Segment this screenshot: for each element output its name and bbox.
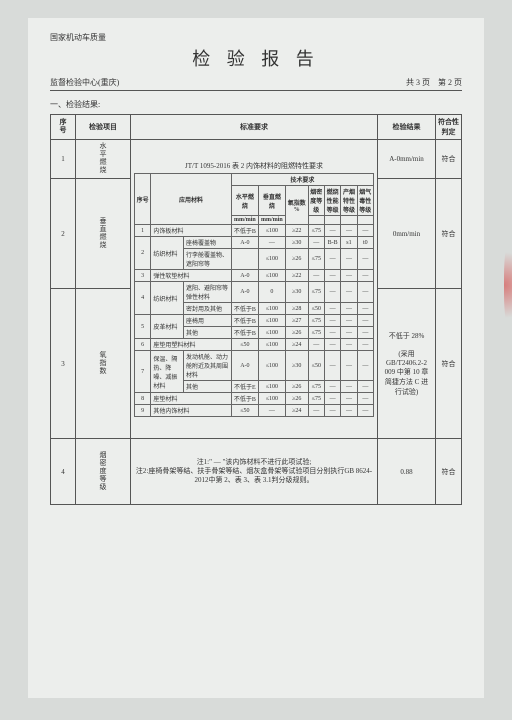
table-row: 4 烟密度等级 注1:" — "该内饰材料不进行此项试验; 注2:座椅骨架等结、… [51, 439, 462, 505]
outer-head-row: 序号 检验项目 标准要求 检验结果 符合性判定 [51, 115, 462, 140]
page-info: 共 3 页 第 2 页 [406, 77, 462, 88]
cell-result: A-0mm/min [378, 140, 436, 179]
col-req: 标准要求 [131, 115, 378, 140]
cell-item: 水平燃烧 [98, 142, 108, 174]
cell-verdict: 符合 [436, 439, 462, 505]
org-top: 国家机动车质量 [50, 32, 462, 43]
cell-item: 垂直燃烧 [98, 217, 108, 249]
col-result: 检验结果 [378, 115, 436, 140]
cell-verdict: 符合 [436, 179, 462, 289]
cell-result: 0mm/min [378, 179, 436, 289]
table-row: 1 水平燃烧 JT/T 1095-2016 表 2 内饰材料的阻燃特性要求 序号… [51, 140, 462, 179]
inner-caption: JT/T 1095-2016 表 2 内饰材料的阻燃特性要求 [134, 161, 374, 171]
cell-verdict: 符合 [436, 289, 462, 439]
inner-row: 4纺织材料遮阳、避阳帘等弹性材料A-00≥30≤75——— [135, 282, 374, 303]
inner-row: 7保温、隔热、降噪、减振材料发动机舱、动力舱附近及其周围材料A-0≤100≥30… [135, 351, 374, 381]
cell-result: 不低于 28% (采用 GB/T2406.2-2 009 中第 10 章 简捷方… [378, 289, 436, 439]
org-sub: 监督检验中心(重庆) [50, 77, 119, 88]
cell-no: 2 [51, 179, 76, 289]
cell-item: 烟密度等级 [98, 451, 108, 491]
inner-row: 1内饰板材料不低于B≤100≥22≤75——— [135, 225, 374, 237]
col-verdict: 符合性判定 [436, 115, 462, 140]
inner-row: 5皮革材料座椅用不低于B≤100≥27≤75——— [135, 315, 374, 327]
inner-row: 6座垫用塑料材料≤50≤100≥24———— [135, 339, 374, 351]
cell-result: 0.88 [378, 439, 436, 505]
inner-table: 序号应用材料技术要求水平燃烧垂直燃烧氧指数%烟密度等级燃烧性能等级产烟特性等级烟… [134, 173, 374, 417]
inner-row: 2纺织材料座椅覆盖物A-0—≥30—B-Bs1t0 [135, 237, 374, 249]
cell-no: 3 [51, 289, 76, 439]
section-heading: 一、检验结果: [50, 99, 462, 110]
cell-no: 1 [51, 140, 76, 179]
cell-verdict: 符合 [436, 140, 462, 179]
red-stamp-edge [504, 240, 512, 330]
col-item: 检验项目 [76, 115, 131, 140]
report-page: 国家机动车质量 检 验 报 告 监督检验中心(重庆) 共 3 页 第 2 页 一… [28, 18, 484, 698]
cell-req-notes: 注1:" — "该内饰材料不进行此项试验; 注2:座椅骨架等结、扶手骨架等结、烟… [131, 439, 378, 505]
inner-row: 8座垫材料不低于B≤100≥26≤75——— [135, 393, 374, 405]
header-subrow: 监督检验中心(重庆) 共 3 页 第 2 页 [50, 77, 462, 91]
report-title: 检 验 报 告 [50, 45, 462, 71]
inner-row: 3弹性软垫材料A-0≤100≥22———— [135, 270, 374, 282]
col-no: 序号 [58, 118, 68, 134]
outer-table: 序号 检验项目 标准要求 检验结果 符合性判定 1 水平燃烧 JT/T 1095… [50, 114, 462, 505]
cell-item: 氧指数 [98, 351, 108, 375]
cell-no: 4 [51, 439, 76, 505]
inner-row: 9其他内饰材料≤50—≥24———— [135, 405, 374, 417]
